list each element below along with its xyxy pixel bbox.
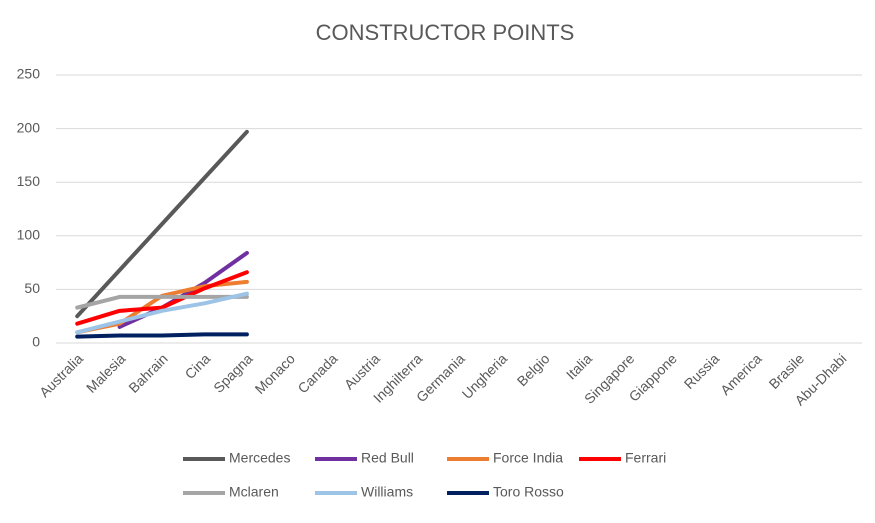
series-line	[75, 129, 249, 319]
legend-label: Ferrari	[625, 450, 666, 466]
series-line	[75, 270, 249, 326]
legend-label: Force India	[493, 450, 563, 466]
y-tick-label: 100	[17, 227, 41, 243]
chart-title: CONSTRUCTOR POINTS	[316, 20, 575, 45]
legend-label: Mclaren	[229, 484, 279, 500]
legend-label: Williams	[361, 484, 413, 500]
legend-label: Mercedes	[229, 450, 290, 466]
y-tick-label: 50	[24, 280, 40, 296]
y-tick-label: 150	[17, 173, 41, 189]
legend-label: Red Bull	[361, 450, 414, 466]
series-line	[75, 332, 249, 339]
y-tick-label: 0	[32, 334, 40, 350]
series-line	[75, 294, 249, 310]
y-tick-label: 250	[17, 66, 41, 82]
series-line	[75, 291, 249, 335]
legend-label: Toro Rosso	[493, 484, 564, 500]
y-tick-label: 200	[17, 119, 41, 135]
